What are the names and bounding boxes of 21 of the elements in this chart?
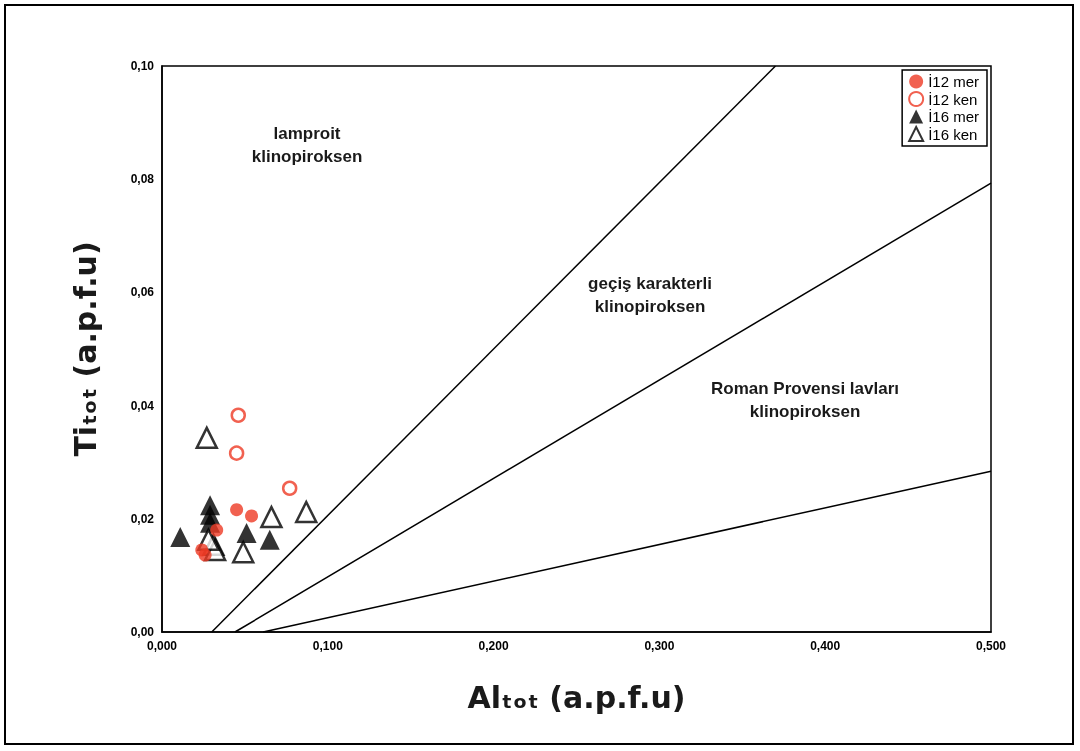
legend-label: İ16 ken: [928, 125, 978, 143]
annotation: lamproit klinopiroksen: [251, 124, 363, 166]
y-tick-label: 0,02: [130, 511, 155, 526]
x-tick-label: 0,200: [478, 639, 509, 653]
y-tick-label: 0,06: [130, 285, 155, 300]
x-tick-label: 0,100: [312, 639, 344, 653]
legend-label: İ12 ken: [928, 90, 978, 108]
y-tick-label: 0,04: [130, 398, 155, 413]
y-tick-label: 0,08: [130, 172, 155, 187]
annotation: geçiş karakterli klinopiroksen: [588, 274, 712, 316]
legend-label: İ12 mer: [928, 73, 980, 90]
x-axis-title: Alₜₒₜ (a.p.f.u): [467, 679, 686, 715]
y-tick-label: 0,10: [130, 59, 155, 73]
y-axis-title: Tiₜₒₜ (a.p.f.u): [67, 241, 103, 457]
x-tick-label: 0,400: [810, 639, 841, 653]
x-tick-label: 0,000: [146, 639, 178, 653]
y-tick-label: 0,00: [130, 625, 155, 639]
x-tick-label: 0,500: [975, 639, 1007, 653]
annotation: Roman Provensi lavları klinopiroksen: [710, 379, 900, 421]
x-tick-label: 0,300: [644, 639, 675, 653]
legend-label: İ16 mer: [928, 108, 980, 125]
